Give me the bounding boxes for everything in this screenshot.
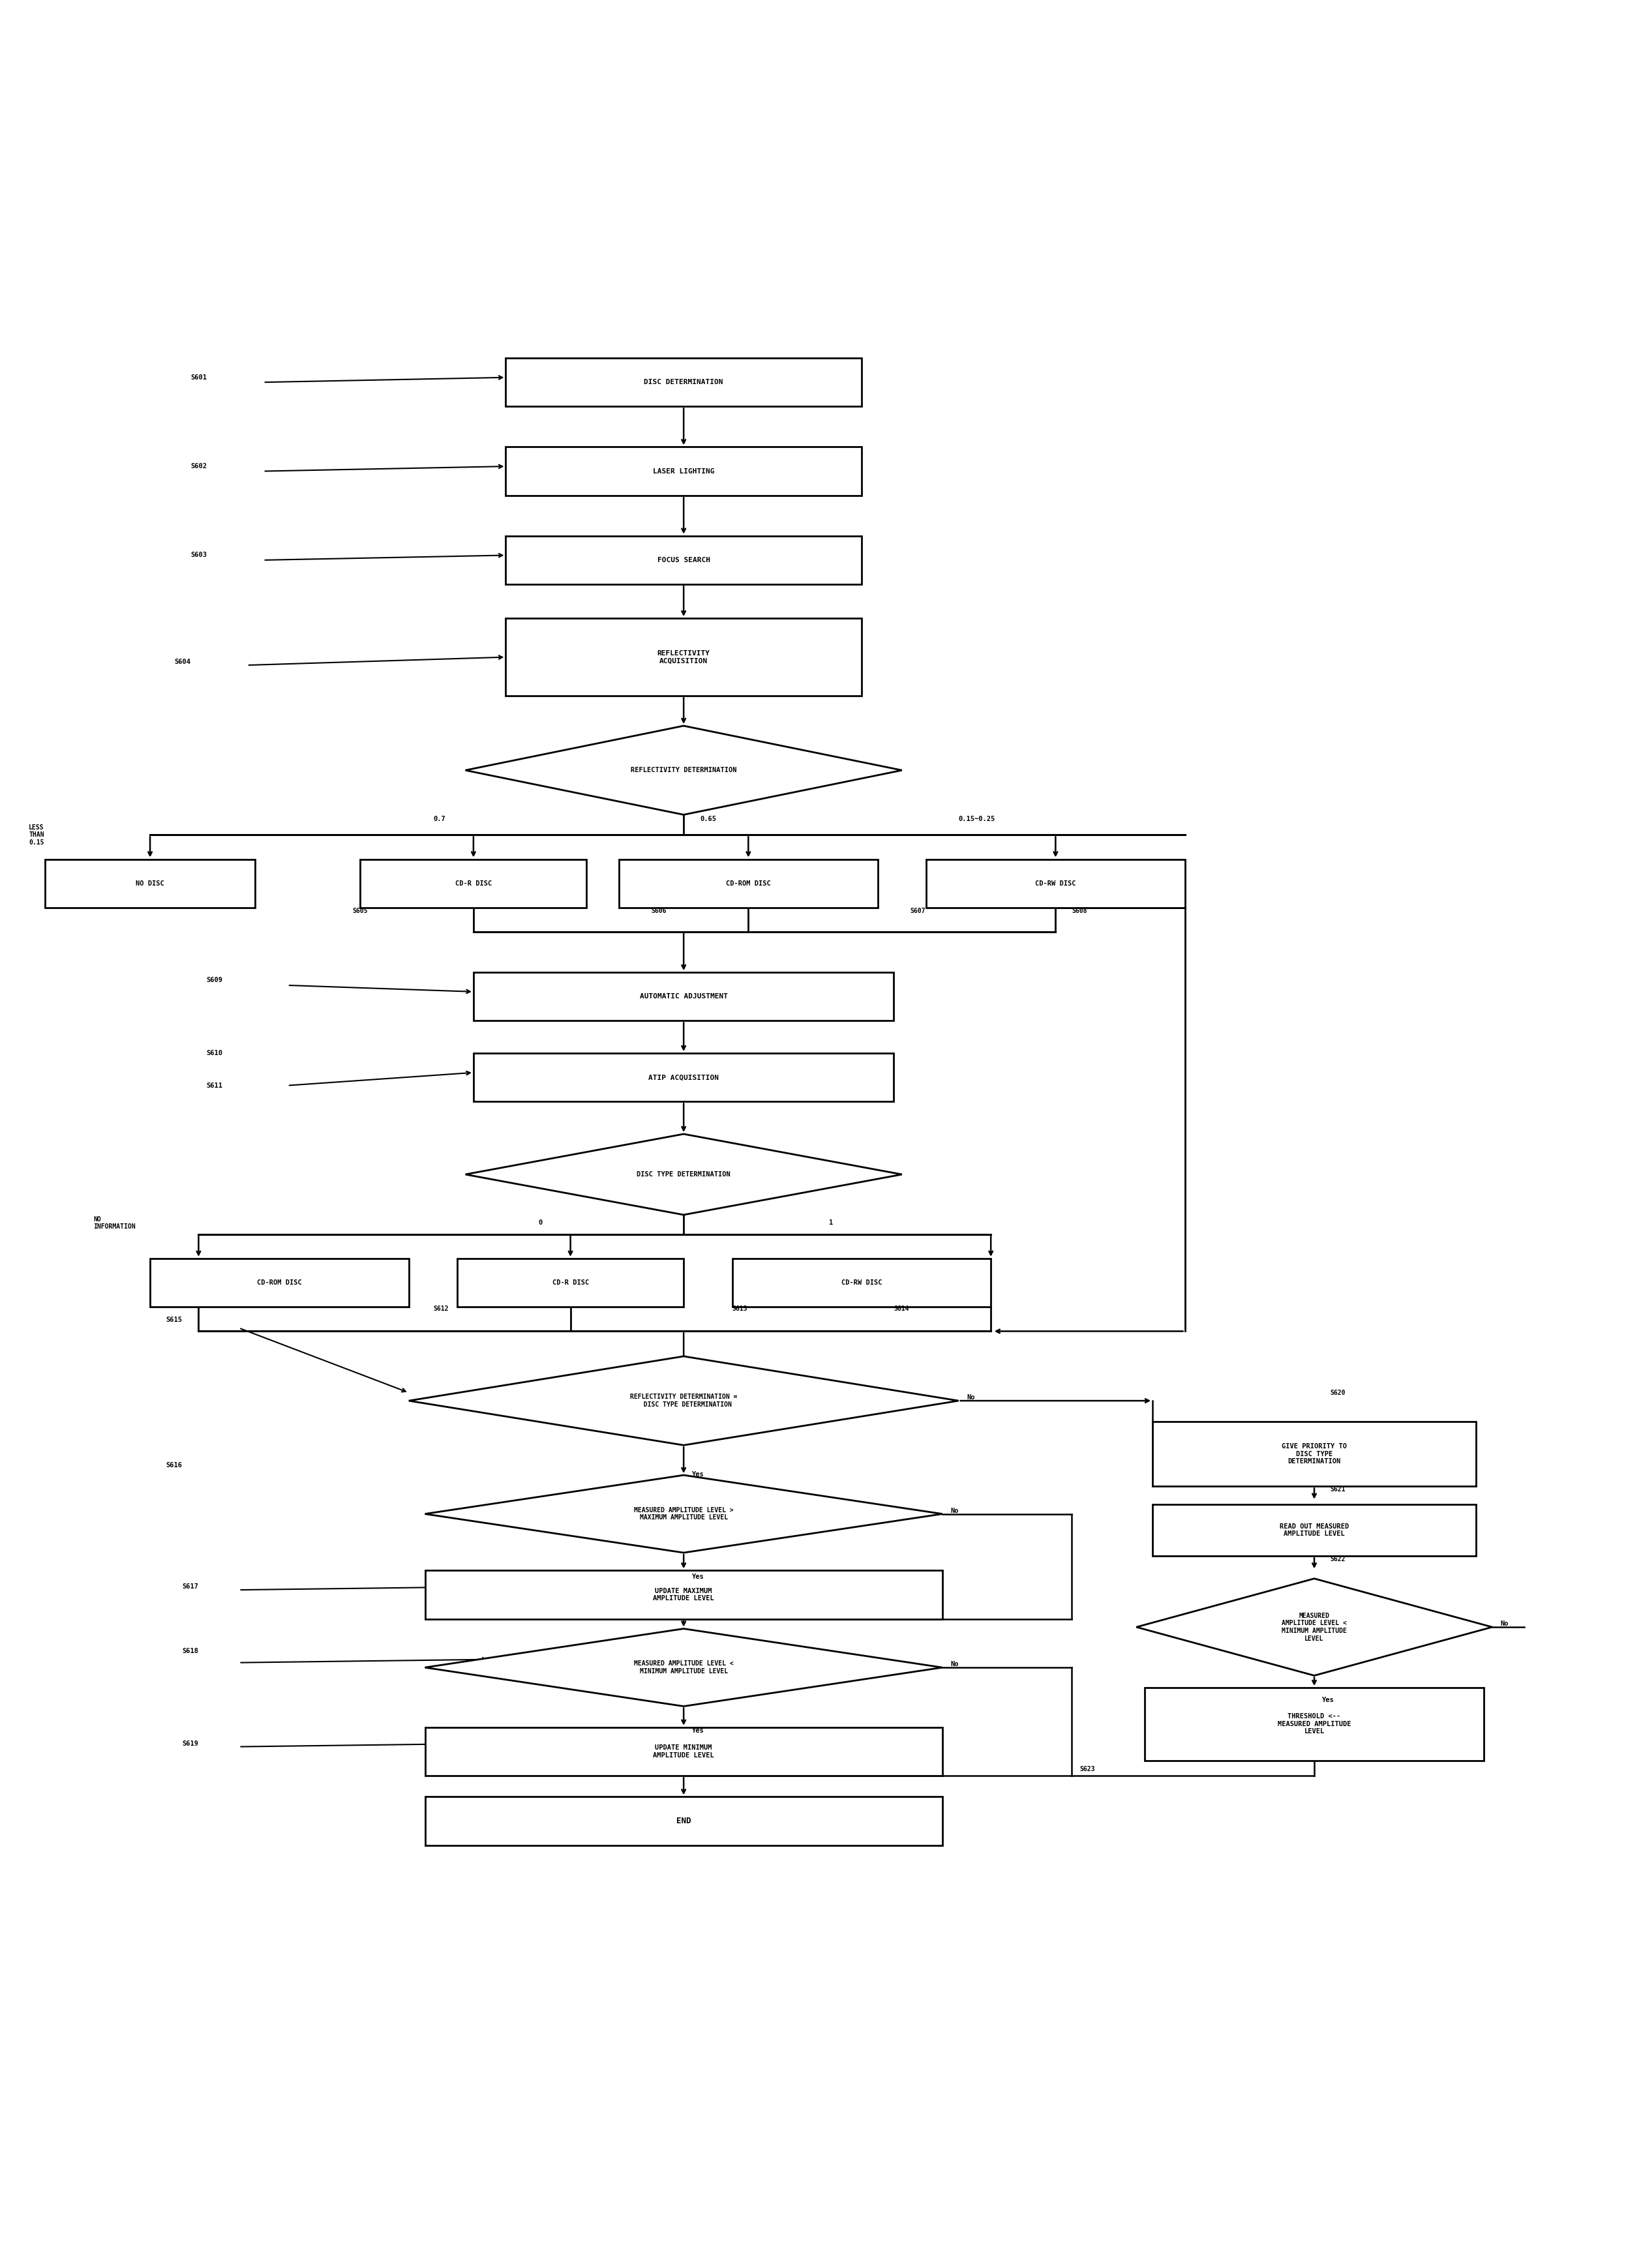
Text: S610: S610 — [207, 1050, 223, 1057]
Text: S622: S622 — [1330, 1556, 1346, 1563]
Text: 0.7: 0.7 — [433, 816, 446, 821]
Polygon shape — [465, 1134, 902, 1216]
Text: S621: S621 — [1330, 1486, 1346, 1492]
Text: Yes: Yes — [1322, 1696, 1335, 1703]
Text: REFLECTIVITY DETERMINATION: REFLECTIVITY DETERMINATION — [631, 767, 737, 773]
Text: CD-ROM DISC: CD-ROM DISC — [725, 880, 771, 887]
Text: CD-RW DISC: CD-RW DISC — [1036, 880, 1076, 887]
Text: GIVE PRIORITY TO
DISC TYPE
DETERMINATION: GIVE PRIORITY TO DISC TYPE DETERMINATION — [1281, 1442, 1346, 1465]
Text: 0.65: 0.65 — [699, 816, 715, 821]
Text: Yes: Yes — [691, 1574, 704, 1581]
FancyBboxPatch shape — [424, 1569, 943, 1619]
Text: S614: S614 — [894, 1306, 909, 1311]
Text: S623: S623 — [1080, 1767, 1096, 1774]
Text: READ OUT MEASURED
AMPLITUDE LEVEL: READ OUT MEASURED AMPLITUDE LEVEL — [1280, 1524, 1350, 1538]
FancyBboxPatch shape — [1153, 1422, 1476, 1486]
Text: No: No — [951, 1660, 959, 1667]
Text: S620: S620 — [1330, 1390, 1346, 1395]
Text: ATIP ACQUISITION: ATIP ACQUISITION — [649, 1075, 719, 1080]
FancyBboxPatch shape — [424, 1728, 943, 1776]
FancyBboxPatch shape — [506, 619, 862, 696]
Text: S607: S607 — [911, 907, 925, 914]
Text: S613: S613 — [732, 1306, 748, 1311]
Text: NO DISC: NO DISC — [137, 880, 164, 887]
Text: MEASURED AMPLITUDE LEVEL >
MAXIMUM AMPLITUDE LEVEL: MEASURED AMPLITUDE LEVEL > MAXIMUM AMPLI… — [634, 1506, 733, 1522]
Text: Yes: Yes — [691, 1472, 704, 1476]
Text: THRESHOLD <--
MEASURED AMPLITUDE
LEVEL: THRESHOLD <-- MEASURED AMPLITUDE LEVEL — [1278, 1712, 1351, 1735]
Text: CD-RW DISC: CD-RW DISC — [841, 1279, 881, 1286]
FancyBboxPatch shape — [424, 1796, 943, 1846]
Text: 0: 0 — [538, 1220, 541, 1227]
FancyBboxPatch shape — [1145, 1687, 1485, 1760]
FancyBboxPatch shape — [927, 860, 1185, 907]
Text: S609: S609 — [207, 978, 223, 984]
Text: S619: S619 — [182, 1740, 198, 1746]
Text: No: No — [1501, 1622, 1509, 1626]
Text: DISC DETERMINATION: DISC DETERMINATION — [644, 379, 724, 386]
Text: LASER LIGHTING: LASER LIGHTING — [652, 467, 714, 474]
Text: S612: S612 — [433, 1306, 449, 1311]
FancyBboxPatch shape — [1153, 1504, 1476, 1556]
Text: UPDATE MAXIMUM
AMPLITUDE LEVEL: UPDATE MAXIMUM AMPLITUDE LEVEL — [654, 1588, 714, 1601]
Text: AUTOMATIC ADJUSTMENT: AUTOMATIC ADJUSTMENT — [639, 993, 728, 1000]
Text: S608: S608 — [1072, 907, 1088, 914]
Text: Yes: Yes — [691, 1728, 704, 1733]
Text: CD-R DISC: CD-R DISC — [455, 880, 491, 887]
Text: REFLECTIVITY DETERMINATION =
  DISC TYPE DETERMINATION: REFLECTIVITY DETERMINATION = DISC TYPE D… — [629, 1395, 737, 1408]
Text: UPDATE MINIMUM
AMPLITUDE LEVEL: UPDATE MINIMUM AMPLITUDE LEVEL — [654, 1744, 714, 1758]
Polygon shape — [424, 1474, 943, 1554]
FancyBboxPatch shape — [620, 860, 878, 907]
FancyBboxPatch shape — [506, 535, 862, 585]
Polygon shape — [465, 726, 902, 814]
Text: S602: S602 — [190, 463, 207, 469]
Polygon shape — [408, 1356, 958, 1445]
Text: S617: S617 — [182, 1583, 198, 1590]
Text: S601: S601 — [190, 374, 207, 381]
FancyBboxPatch shape — [732, 1259, 990, 1306]
Text: LESS
THAN
0.15: LESS THAN 0.15 — [29, 823, 44, 846]
Text: S605: S605 — [353, 907, 367, 914]
Text: 1: 1 — [829, 1220, 833, 1227]
Polygon shape — [424, 1628, 943, 1706]
Text: S603: S603 — [190, 551, 207, 558]
Text: CD-ROM DISC: CD-ROM DISC — [257, 1279, 302, 1286]
Text: S604: S604 — [174, 658, 190, 665]
Text: NO
INFORMATION: NO INFORMATION — [93, 1216, 135, 1229]
Text: REFLECTIVITY
ACQUISITION: REFLECTIVITY ACQUISITION — [657, 651, 711, 665]
Text: 0.15~0.25: 0.15~0.25 — [958, 816, 995, 821]
Text: S606: S606 — [652, 907, 667, 914]
Polygon shape — [1137, 1579, 1493, 1676]
Text: MEASURED
AMPLITUDE LEVEL <
MINIMUM AMPLITUDE
LEVEL: MEASURED AMPLITUDE LEVEL < MINIMUM AMPLI… — [1281, 1613, 1346, 1642]
FancyBboxPatch shape — [457, 1259, 683, 1306]
FancyBboxPatch shape — [150, 1259, 408, 1306]
FancyBboxPatch shape — [473, 1052, 894, 1102]
Text: DISC TYPE DETERMINATION: DISC TYPE DETERMINATION — [637, 1170, 730, 1177]
Text: MEASURED AMPLITUDE LEVEL <
MINIMUM AMPLITUDE LEVEL: MEASURED AMPLITUDE LEVEL < MINIMUM AMPLI… — [634, 1660, 733, 1674]
Text: END: END — [676, 1817, 691, 1826]
FancyBboxPatch shape — [46, 860, 255, 907]
FancyBboxPatch shape — [473, 973, 894, 1021]
Text: S615: S615 — [166, 1318, 182, 1322]
Text: No: No — [951, 1508, 959, 1515]
Text: S618: S618 — [182, 1649, 198, 1656]
FancyBboxPatch shape — [506, 358, 862, 406]
FancyBboxPatch shape — [506, 447, 862, 494]
Text: No: No — [966, 1395, 974, 1402]
Text: CD-R DISC: CD-R DISC — [553, 1279, 589, 1286]
Text: S611: S611 — [207, 1082, 223, 1089]
Text: S616: S616 — [166, 1463, 182, 1470]
Text: FOCUS SEARCH: FOCUS SEARCH — [657, 558, 711, 562]
FancyBboxPatch shape — [361, 860, 587, 907]
